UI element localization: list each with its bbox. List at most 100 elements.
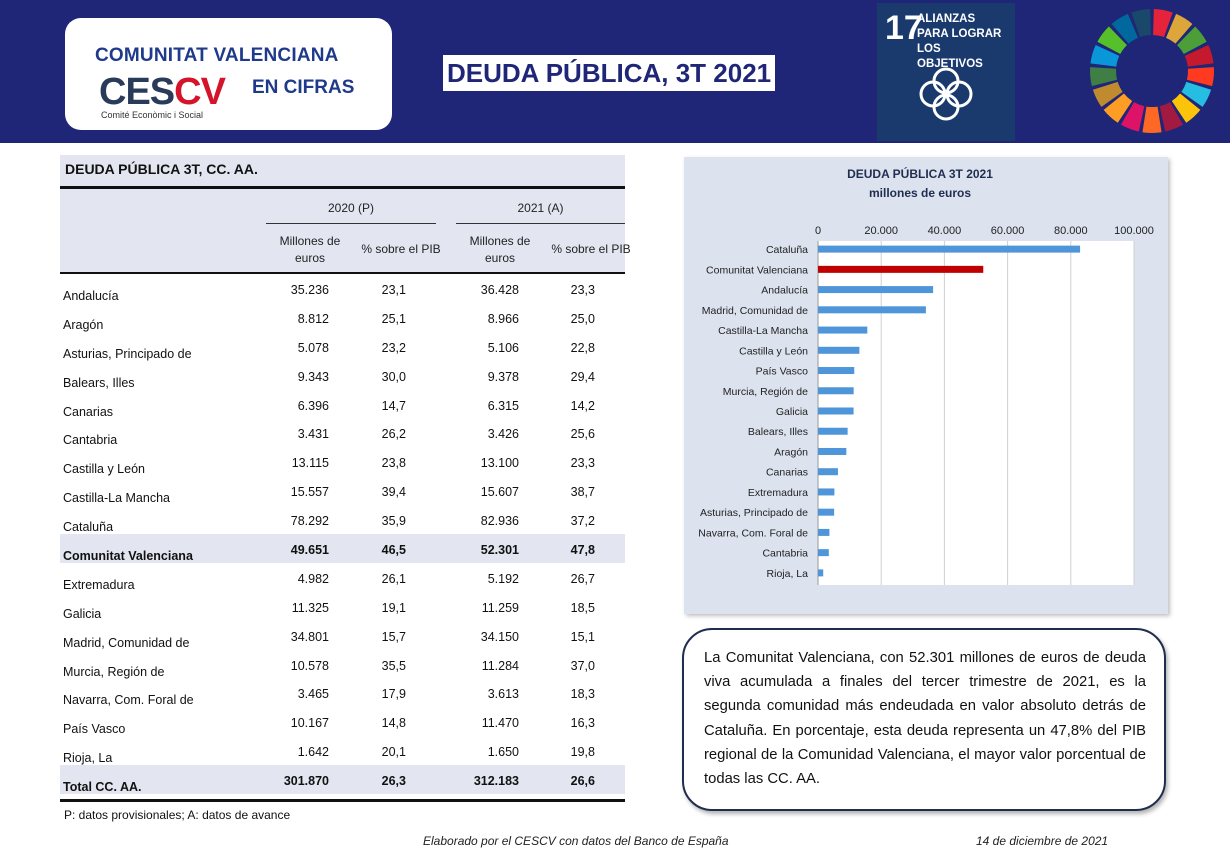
row-value: 15,7 (381, 629, 406, 644)
sdg-wheel-segment (1090, 45, 1120, 67)
table-header: 2020 (P) 2021 (A) Millones de euros % so… (60, 189, 631, 274)
row-value: 9.378 (487, 369, 519, 384)
row-value: 35.236 (290, 283, 329, 297)
row-name: Cataluña (63, 520, 114, 535)
chart-bar (818, 427, 848, 435)
row-value: 15.607 (480, 485, 519, 500)
chart-category-label: Comunitat Valenciana (706, 264, 808, 276)
row-value: 9.343 (297, 369, 329, 384)
table-bottom-rule (60, 799, 625, 802)
sdg-wheel-segment (1184, 45, 1214, 67)
table-title-bar: DEUDA PÚBLICA 3T, CC. AA. (60, 155, 625, 189)
table-row: Rioja, La 1.642 20,1 1.650 19,8 (60, 736, 625, 765)
table-row: Balears, Illes 9.343 30,0 9.378 29,4 (60, 361, 625, 390)
table-row: Castilla-La Mancha 15.557 39,4 15.607 38,7 (60, 476, 625, 505)
row-value: 19,1 (381, 600, 406, 615)
logo-ces: CES (99, 71, 175, 113)
row-value: 17,9 (381, 687, 406, 702)
row-value: 26,2 (381, 427, 406, 442)
row-value: 35,9 (381, 514, 406, 529)
sdg-wheel-segment (1181, 81, 1212, 107)
sdg-wheel-segment (1159, 102, 1184, 132)
chart-tick-label: 80.000 (1054, 225, 1088, 237)
row-value: 1.650 (487, 745, 519, 760)
row-value: 46,5 (381, 543, 406, 558)
sdg-17-badge: 17 ALIANZAS PARA LOGRAR LOS OBJETIVOS (877, 3, 1015, 141)
chart-bar (818, 346, 860, 354)
table-body: Andalucía 35.236 23,1 36.428 23,3 Aragón 8.812… (60, 274, 625, 794)
chart-bar (818, 508, 835, 516)
row-value: 5.106 (487, 340, 519, 355)
brand-title-line1: COMUNITAT VALENCIANA (95, 45, 339, 66)
row-value: 25,6 (570, 427, 595, 442)
row-value: 19,8 (570, 745, 595, 760)
page-title: DEUDA PÚBLICA, 3T 2021 (443, 55, 776, 91)
sdg-wheel-segment (1142, 106, 1162, 133)
row-value: 38,7 (570, 485, 595, 500)
table-row: Castilla y León 13.115 23,8 13.100 23,3 (60, 447, 625, 476)
chart-title: DEUDA PÚBLICA 3T 2021 (847, 166, 993, 181)
row-name: Balears, Illes (63, 375, 135, 390)
chart-bar (818, 367, 855, 375)
row-value: 16,3 (570, 716, 595, 731)
chart-bar (818, 286, 934, 294)
row-value: 23,3 (570, 456, 595, 471)
row-name: Andalucía (63, 289, 119, 303)
table-total-row: Total CC. AA. 301.870 26,3 312.183 26,6 (60, 765, 625, 794)
chart-tick-label: 40.000 (928, 225, 962, 237)
debt-bar-chart: 0 20.000 40.000 60.000 80.000 100.000 DEUDA PÚ… (684, 157, 1168, 614)
sdg-wheel-segment (1166, 13, 1193, 44)
chart-category-label: Cantabria (762, 548, 808, 560)
chart-category-label: Canarias (766, 467, 808, 479)
row-value: 49.651 (290, 543, 329, 558)
sdg-text: ALIANZAS PARA LOGRAR LOS OBJETIVOS (917, 13, 1002, 70)
table-row: Cataluña 78.292 35,9 82.936 37,2 (60, 505, 625, 534)
col-header-pib-2021: % sobre el PIB (551, 242, 631, 256)
sdg-wheel-segment (1097, 26, 1127, 54)
row-value: 23,1 (381, 283, 406, 297)
chart-category-label: País Vasco (756, 366, 808, 378)
row-value: 78.292 (290, 514, 329, 529)
row-value: 18,5 (570, 600, 595, 615)
chart-category-label: Aragón (774, 446, 808, 458)
sdg-wheel-icon (1090, 9, 1214, 133)
chart-svg: 0 20.000 40.000 60.000 80.000 100.000 DEUDA PÚ… (698, 166, 1154, 585)
row-value: 11.259 (481, 600, 519, 615)
row-value: 37,0 (570, 658, 595, 673)
row-value: 10.167 (290, 716, 329, 731)
table-row: Galicia 11.325 19,1 11.259 18,5 (60, 592, 625, 621)
row-value: 23,3 (570, 283, 595, 297)
col-header-millones-2021: Millones de euros (469, 234, 531, 265)
row-value: 13.100 (480, 456, 519, 471)
row-value: 37,2 (570, 514, 595, 529)
chart-category-label: Balears, Illes (748, 426, 808, 438)
sdg-wheel-segment (1131, 9, 1151, 38)
chart-tick-label: 100.000 (1114, 225, 1154, 237)
year-underline-2021 (456, 223, 625, 224)
table-row: Comunitat Valenciana 49.651 46,5 52.301 47,8 (60, 534, 625, 563)
logo-subtitle: Comité Econòmic i Social (101, 110, 204, 120)
col-header-millones-2020: Millones de euros (279, 234, 341, 265)
row-name: Asturias, Principado de (63, 346, 192, 361)
chart-bar (818, 569, 824, 577)
sdg-wheel-segment (1186, 67, 1214, 87)
table-row: Andalucía 35.236 23,1 36.428 23,3 (60, 274, 625, 303)
row-value: 11.470 (481, 716, 519, 731)
comment-box: La Comunitat Valenciana, con 52.301 mill… (682, 628, 1166, 811)
row-value: 18,3 (570, 687, 595, 702)
row-value: 23,2 (381, 340, 406, 355)
row-value: 47,8 (570, 543, 595, 558)
brand-card: COMUNITAT VALENCIANA CESCV Comité Econòm… (65, 18, 392, 130)
row-value: 36.428 (480, 283, 519, 297)
table-row: Cantabria 3.431 26,2 3.426 25,6 (60, 418, 625, 447)
row-value: 15,1 (570, 629, 595, 644)
sdg-wheel-segment (1090, 67, 1118, 87)
row-name: Galicia (63, 606, 102, 621)
comment-text: La Comunitat Valenciana, con 52.301 mill… (704, 650, 1146, 788)
chart-bar-highlight (818, 265, 984, 273)
sdg-wheel-segment (1092, 81, 1123, 107)
row-name: Rioja, La (63, 751, 113, 766)
row-value: 10.578 (290, 658, 329, 673)
chart-tick-label: 0 (815, 225, 821, 237)
row-name: País Vasco (63, 722, 126, 737)
